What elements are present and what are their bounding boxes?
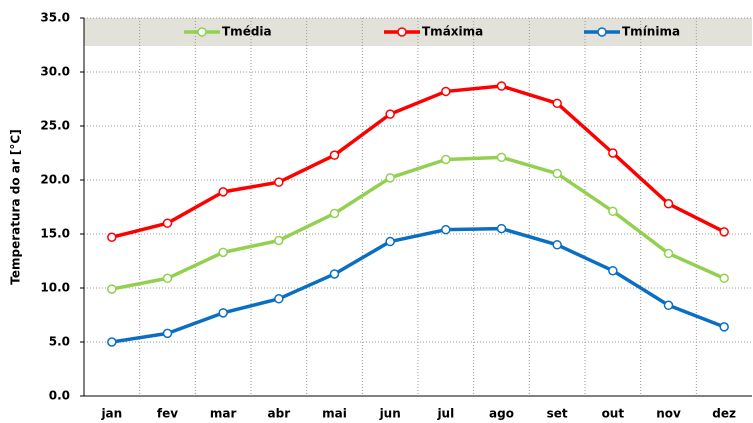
- y-tick-label: 30.0: [40, 65, 70, 79]
- point-marker: [496, 81, 507, 91]
- legend-marker: [197, 27, 207, 37]
- series-line: [111, 84, 725, 239]
- x-tick-label: out: [602, 407, 625, 421]
- point-marker: [441, 86, 451, 97]
- point-marker: [329, 208, 340, 219]
- point-marker: [719, 273, 729, 284]
- point-marker: [162, 328, 173, 339]
- point-marker: [107, 284, 117, 294]
- x-tick-label: nov: [656, 407, 681, 421]
- legend-label: Tmáxima: [422, 25, 483, 39]
- point-marker: [663, 199, 674, 209]
- point-marker: [218, 308, 228, 318]
- point-marker: [719, 227, 729, 237]
- y-tick-label: 25.0: [40, 119, 70, 133]
- series-line: [111, 226, 725, 344]
- x-tick-label: jul: [436, 407, 454, 421]
- legend-label: Tmínima: [622, 25, 680, 39]
- point-marker: [441, 154, 451, 165]
- x-tick-label: mar: [210, 407, 237, 421]
- x-tick-label: dez: [712, 407, 736, 421]
- series-line: [111, 155, 725, 291]
- y-tick-label: 10.0: [40, 281, 70, 295]
- point-marker: [552, 240, 562, 250]
- x-tick-label: set: [547, 407, 568, 421]
- x-tick-label: jun: [379, 407, 401, 421]
- y-axis-label: Temperatura do ar [°C]: [9, 129, 23, 284]
- point-marker: [496, 223, 507, 234]
- legend-label: Tmédia: [222, 25, 272, 39]
- point-marker: [107, 337, 117, 347]
- y-tick-label: 15.0: [40, 227, 70, 241]
- point-marker: [385, 236, 395, 247]
- x-tick-label: ago: [489, 407, 514, 421]
- y-tick-label: 0.0: [49, 389, 70, 403]
- legend-marker: [397, 27, 407, 37]
- point-marker: [329, 269, 340, 279]
- point-marker: [274, 294, 284, 304]
- point-marker: [385, 173, 395, 183]
- point-marker: [608, 148, 618, 158]
- point-marker: [552, 98, 562, 109]
- y-tick-label: 5.0: [49, 335, 70, 349]
- point-marker: [496, 152, 507, 163]
- x-tick-label: jan: [100, 407, 122, 421]
- point-marker: [552, 168, 562, 179]
- legend-marker: [597, 27, 607, 37]
- point-marker: [329, 150, 340, 160]
- x-tick-label: abr: [268, 407, 291, 421]
- point-marker: [218, 247, 228, 258]
- point-marker: [608, 206, 618, 217]
- point-marker: [663, 300, 674, 311]
- point-marker: [218, 187, 228, 197]
- point-marker: [385, 109, 395, 119]
- point-marker: [107, 232, 117, 242]
- x-tick-label: fev: [157, 407, 178, 421]
- point-marker: [274, 235, 284, 246]
- point-marker: [608, 265, 618, 276]
- point-marker: [162, 273, 173, 284]
- point-marker: [162, 218, 173, 228]
- point-marker: [274, 177, 284, 187]
- point-marker: [441, 224, 451, 235]
- y-tick-label: 20.0: [40, 173, 70, 187]
- x-tick-label: mai: [322, 407, 347, 421]
- point-marker: [719, 322, 729, 332]
- y-tick-label: 35.0: [40, 11, 70, 25]
- point-marker: [663, 248, 674, 259]
